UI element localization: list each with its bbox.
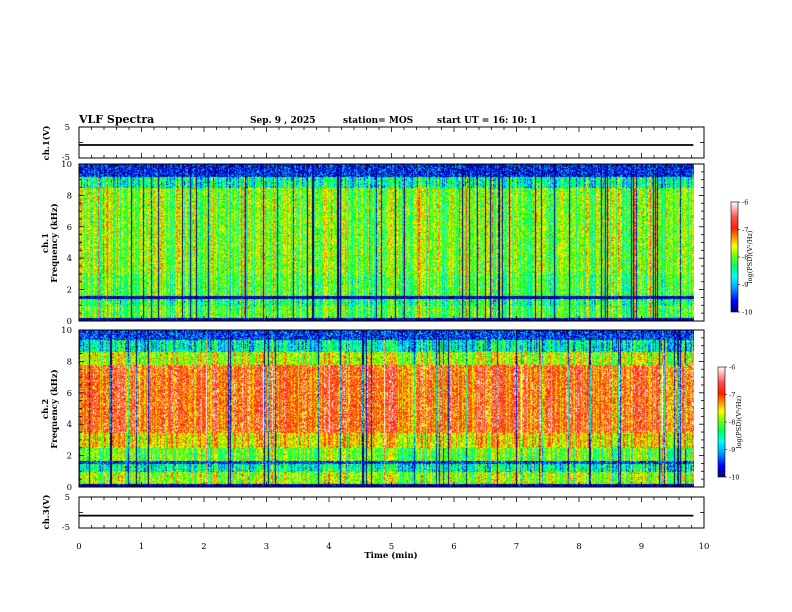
figure-title: VLF Spectra (78, 113, 154, 126)
y-tick-label: 2 (67, 452, 72, 462)
ch1-waveform-ticks (78, 126, 705, 159)
x-tick-label: 2 (201, 542, 206, 552)
y-tick-label: 2 (67, 286, 72, 296)
y-tick-label: 10 (61, 160, 72, 170)
ch1-spectrogram-image (79, 164, 694, 321)
colorbar-tick-label: -6 (742, 199, 748, 207)
y-tick-label: 8 (67, 191, 72, 201)
ch3-ytick-bottom: -5 (62, 523, 70, 533)
ch1-ytick-bottom: -5 (62, 153, 70, 163)
ch3-waveform-ylabel: ch.3(V) (41, 495, 52, 530)
x-tick-label: 4 (326, 542, 331, 552)
colorbar-tick-label: -9 (729, 446, 735, 454)
ch1-spectrogram-channel-label: ch.1 (41, 233, 51, 253)
ch2-spectrogram-ytick-labels: 0 2 4 6 8 10 (61, 326, 72, 493)
date-label: Sep. 9 , 2025 (250, 116, 316, 126)
y-tick-label: 6 (67, 223, 72, 233)
ch2-colorbar-label: log(PSD)(V²/Hz) (735, 395, 743, 448)
ch1-ytick-top: 5 (65, 123, 70, 133)
ch3-waveform-panel: 5 -5 ch.3(V) (41, 493, 705, 533)
colorbar-tick-label: -6 (729, 364, 735, 372)
x-tick-label: 7 (514, 542, 519, 552)
ch2-colorbar (717, 366, 726, 478)
ch1-colorbar (730, 201, 739, 313)
x-tick-label: 6 (451, 542, 456, 552)
colorbar-tick-label: -10 (742, 309, 752, 317)
x-tick-label: 10 (699, 542, 710, 552)
x-tick-labels: 0 1 2 3 4 5 6 7 8 9 10 (76, 542, 709, 552)
ch2-spectrogram-canvas-holder (79, 330, 694, 487)
x-tick-label: 0 (76, 542, 81, 552)
ch2-colorbar-ticks: -6 -7 -8 -9 -10 (725, 364, 739, 482)
ch2-spectrogram-panel: 0 2 4 6 8 10 ch.2 Frequency (kHz) -6 -7 -8 -9 -10… (41, 326, 743, 493)
x-tick-label: 9 (639, 542, 644, 552)
ch2-spectrogram-channel-label: ch.2 (41, 399, 51, 419)
ch1-spectrogram-ytick-labels: 0 2 4 6 8 10 (61, 160, 72, 327)
ch1-spectrogram-canvas-holder (79, 164, 694, 321)
y-tick-label: 0 (67, 483, 72, 493)
x-tick-label: 1 (139, 542, 144, 552)
station-label: station= MOS (343, 116, 413, 126)
colorbar-tick-label: -8 (742, 254, 748, 262)
colorbar-tick-label: -10 (729, 474, 739, 482)
ch3-ytick-top: 5 (65, 493, 70, 503)
ch3-waveform-frame (78, 496, 705, 529)
ch1-waveform-panel: 5 -5 ch.1(V) (41, 123, 705, 163)
x-tick-label: 5 (389, 542, 394, 552)
ch1-spectrogram-ylabel: Frequency (kHz) (49, 203, 60, 282)
start-time-label: start UT = 16: 10: 1 (437, 116, 537, 126)
y-tick-label: 8 (67, 357, 72, 367)
ch1-spectrogram-ticks (78, 163, 705, 322)
x-axis-label: Time (min) (364, 550, 417, 561)
y-tick-label: 4 (67, 254, 72, 264)
y-tick-label: 10 (61, 326, 72, 336)
colorbar-tick-label: -8 (729, 419, 735, 427)
ch2-spectrogram-ylabel: Frequency (kHz) (49, 369, 60, 448)
ch2-spectrogram-image (79, 330, 694, 487)
y-tick-label: 4 (67, 420, 72, 430)
colorbar-tick-label: -9 (742, 281, 748, 289)
ch3-waveform-ticks (78, 496, 705, 529)
x-tick-label: 3 (264, 542, 269, 552)
ch2-spectrogram-ticks (78, 329, 705, 488)
ch1-waveform-frame (78, 126, 705, 159)
ch1-colorbar-label: log(PSD)(V²/Hz) (746, 230, 754, 283)
y-tick-label: 0 (67, 317, 72, 327)
y-tick-label: 6 (67, 389, 72, 399)
ch1-spectrogram-panel: 0 2 4 6 8 10 ch.1 Frequency (kHz) -6 -7 -8 -9 -10… (41, 160, 754, 327)
ch1-waveform-ylabel: ch.1(V) (41, 126, 52, 161)
colorbar-tick-label: -7 (742, 226, 748, 234)
x-tick-label: 8 (576, 542, 581, 552)
ch1-colorbar-ticks: -6 -7 -8 -9 -10 (738, 199, 752, 317)
colorbar-tick-label: -7 (729, 391, 735, 399)
